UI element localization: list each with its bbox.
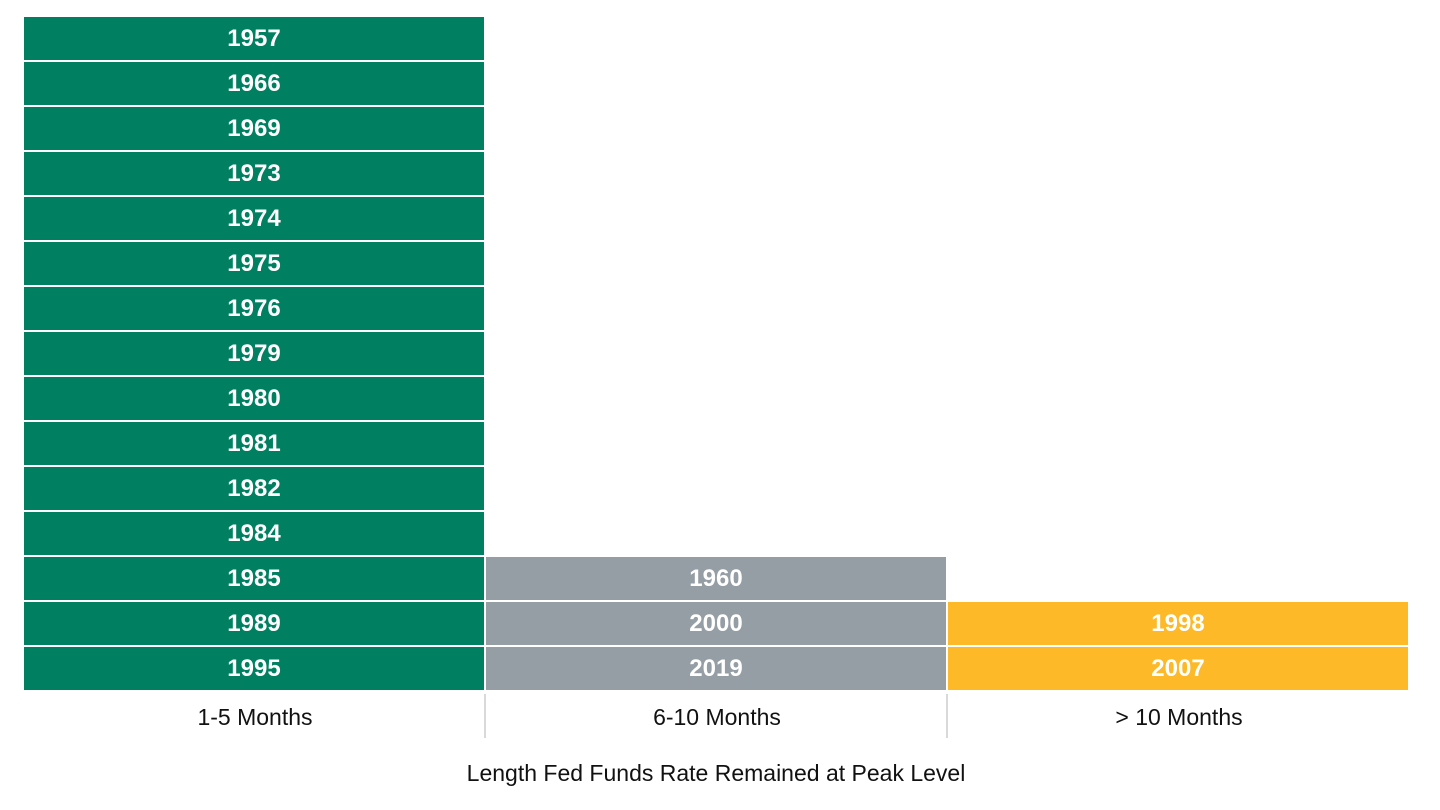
- category-divider: [946, 694, 948, 738]
- category-label: 1-5 Months: [197, 704, 313, 730]
- category-divider: [484, 694, 486, 738]
- block-1975: 1975: [24, 242, 484, 285]
- category-label: 6-10 Months: [653, 704, 781, 730]
- block-1960: 1960: [486, 557, 946, 600]
- block-1973: 1973: [24, 152, 484, 195]
- block-1981: 1981: [24, 422, 484, 465]
- block-1976: 1976: [24, 287, 484, 330]
- block-2019: 2019: [486, 647, 946, 690]
- block-1980: 1980: [24, 377, 484, 420]
- block-1995: 1995: [24, 647, 484, 690]
- block-1966: 1966: [24, 62, 484, 105]
- block-1979: 1979: [24, 332, 484, 375]
- x-axis-label: Length Fed Funds Rate Remained at Peak L…: [466, 760, 966, 786]
- category-label: > 10 Months: [1115, 704, 1243, 730]
- block-1969: 1969: [24, 107, 484, 150]
- block-1985: 1985: [24, 557, 484, 600]
- block-1984: 1984: [24, 512, 484, 555]
- block-2000: 2000: [486, 602, 946, 645]
- block-1989: 1989: [24, 602, 484, 645]
- block-1998: 1998: [948, 602, 1408, 645]
- block-1974: 1974: [24, 197, 484, 240]
- block-2007: 2007: [948, 647, 1408, 690]
- block-1957: 1957: [24, 17, 484, 60]
- block-1982: 1982: [24, 467, 484, 510]
